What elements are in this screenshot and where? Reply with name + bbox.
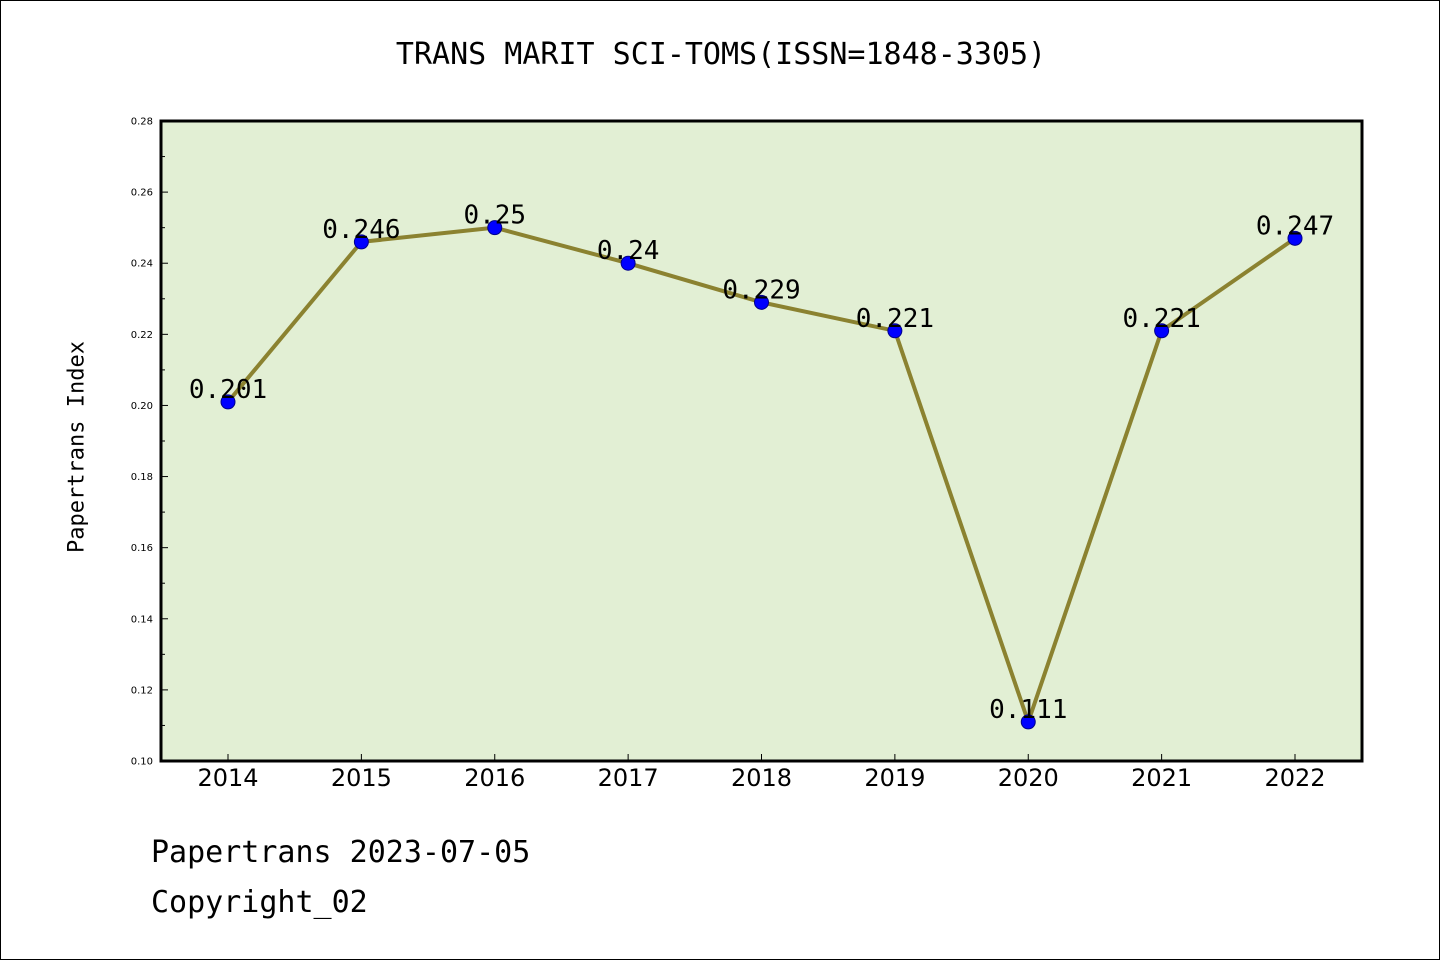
x-tick-label: 2020: [998, 764, 1059, 792]
y-tick-label: 0.26: [131, 188, 153, 199]
data-point: [1287, 230, 1303, 246]
chart-title: TRANS MARIT SCI-TOMS(ISSN=1848-3305): [395, 37, 1047, 72]
data-point: [620, 255, 636, 271]
x-tick-label: 2016: [464, 764, 525, 792]
data-label: 0.111: [989, 695, 1067, 725]
data-point: [220, 394, 236, 410]
x-tick-label: 2015: [331, 764, 392, 792]
data-point: [1020, 714, 1036, 730]
y-tick-label: 0.16: [131, 543, 153, 554]
footer-date: Papertrans 2023-07-05: [151, 835, 531, 870]
y-tick-label: 0.24: [131, 259, 153, 270]
data-label: 0.221: [856, 304, 934, 334]
data-label: 0.246: [322, 215, 400, 245]
data-label: 0.25: [463, 201, 526, 231]
footer-copyright: Copyright_02: [151, 885, 368, 920]
data-label: 0.221: [1122, 304, 1200, 334]
data-label: 0.24: [597, 236, 660, 266]
data-label: 0.247: [1256, 211, 1334, 241]
x-tick-label: 2018: [731, 764, 792, 792]
x-tick-label: 2014: [197, 764, 258, 792]
data-point: [754, 294, 769, 310]
data-label: 0.229: [722, 275, 800, 305]
data-point: [353, 234, 369, 250]
y-tick-label: 0.20: [131, 401, 153, 412]
x-tick-label: 2019: [864, 764, 925, 792]
y-tick-label: 0.12: [131, 685, 153, 696]
x-tick-label: 2021: [1131, 764, 1192, 792]
data-label: 0.201: [189, 375, 267, 405]
x-tick-label: 2017: [598, 764, 659, 792]
y-tick-label: 0.10: [131, 757, 153, 768]
plot-frame: [159, 119, 1364, 763]
data-point: [1154, 323, 1170, 339]
data-point: [887, 323, 903, 339]
x-tick-label: 2022: [1264, 764, 1325, 792]
y-tick-label: 0.14: [131, 614, 153, 625]
y-tick-label: 0.28: [131, 117, 153, 128]
y-tick-label: 0.22: [131, 330, 153, 341]
data-point: [487, 220, 503, 236]
y-tick-label: 0.18: [131, 472, 153, 483]
plot-area: [161, 121, 1362, 761]
